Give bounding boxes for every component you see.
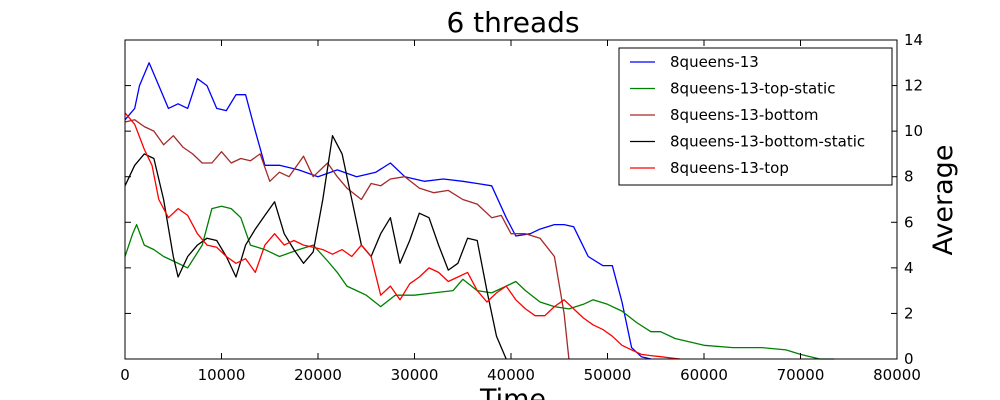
y-tick-label: 0	[904, 350, 914, 368]
y-tick-labels: 0 2 4 6 8 10 12 14	[904, 31, 923, 368]
x-tick-label: 40000	[487, 366, 535, 384]
legend-label-1: 8queens-13	[670, 53, 759, 71]
y-tick-label: 14	[904, 31, 923, 49]
x-tick-label: 60000	[680, 366, 728, 384]
y-tick-label: 2	[904, 304, 914, 322]
series-line-1	[124, 62, 652, 360]
y-tick-label: 10	[904, 122, 923, 140]
x-tick-label: 80000	[873, 366, 921, 384]
legend-label-5: 8queens-13-top	[670, 159, 789, 177]
y-axis-title: Average	[928, 145, 959, 256]
x-tick-label: 30000	[391, 366, 439, 384]
series-layer	[124, 62, 835, 360]
legend-items: 8queens-13 8queens-13-top-static 8queens-1…	[630, 53, 865, 177]
chart-title: 6 threads	[446, 6, 579, 39]
x-tick-label: 20000	[294, 366, 342, 384]
legend-box	[618, 47, 893, 186]
x-tick-label: 50000	[584, 366, 632, 384]
x-tick-label: 0	[120, 366, 130, 384]
y-tick-label: 8	[904, 168, 914, 186]
series-line-5	[124, 112, 680, 360]
legend-label-2: 8queens-13-top-static	[670, 80, 835, 98]
legend: 8queens-13 8queens-13-top-static 8queens-1…	[618, 47, 893, 186]
legend-label-3: 8queens-13-bottom	[670, 106, 819, 124]
x-tick-label: 70000	[777, 366, 825, 384]
series-line-2	[124, 205, 835, 360]
x-axis-title: Time	[479, 384, 546, 400]
y-tick-label: 6	[904, 213, 914, 231]
x-tick-label: 10000	[198, 366, 246, 384]
legend-label-4: 8queens-13-bottom-static	[670, 133, 865, 151]
series-line-3	[124, 119, 570, 360]
ticks-layer	[124, 39, 898, 360]
x-tick-labels: 0 10000 20000 30000 40000 50000 60000 70000 8000…	[120, 366, 921, 384]
y-tick-label: 12	[904, 77, 923, 95]
y-tick-label: 4	[904, 259, 914, 277]
series-line-4	[124, 135, 507, 360]
